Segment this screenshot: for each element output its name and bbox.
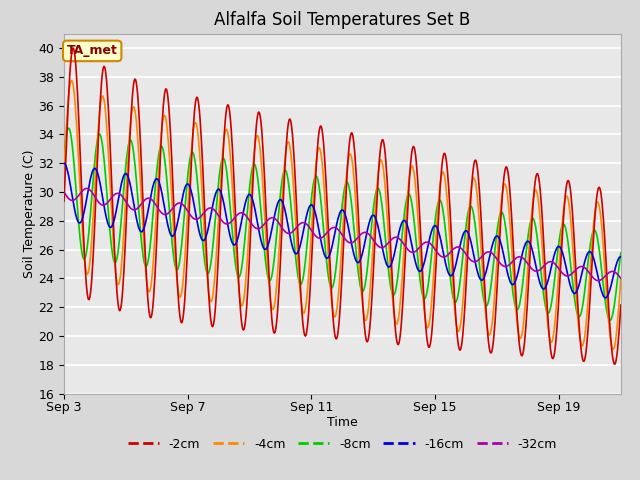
- X-axis label: Time: Time: [327, 416, 358, 429]
- Text: TA_met: TA_met: [67, 44, 118, 58]
- Y-axis label: Soil Temperature (C): Soil Temperature (C): [22, 149, 36, 278]
- Title: Alfalfa Soil Temperatures Set B: Alfalfa Soil Temperatures Set B: [214, 11, 470, 29]
- Legend: -2cm, -4cm, -8cm, -16cm, -32cm: -2cm, -4cm, -8cm, -16cm, -32cm: [123, 433, 562, 456]
